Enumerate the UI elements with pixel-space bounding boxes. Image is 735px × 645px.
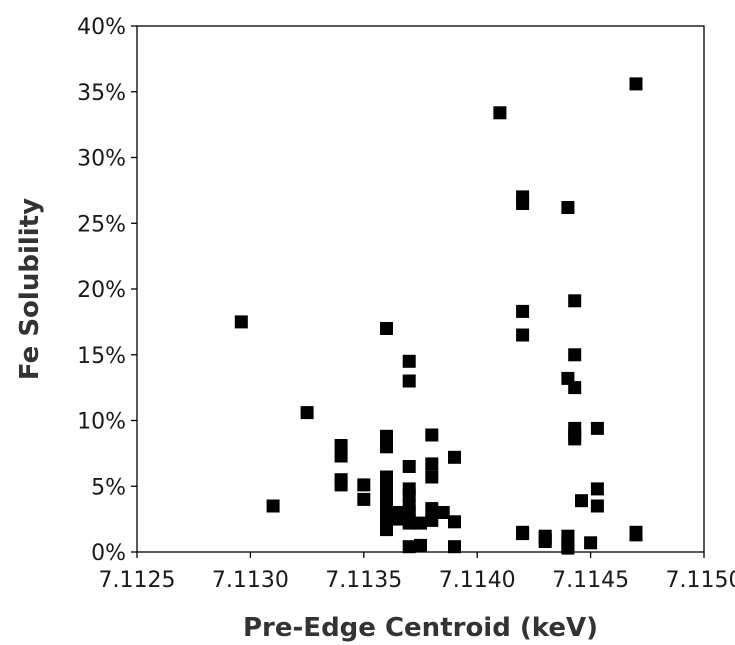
plot-area-frame <box>136 25 705 553</box>
x-tick-label: 7.1135 <box>325 568 402 593</box>
data-point <box>436 506 450 519</box>
data-point <box>568 294 582 308</box>
y-axis-ticks: 0% 5% 10% 15% 20% 25% 30% 35% 40% <box>77 15 137 566</box>
data-point <box>568 381 582 395</box>
y-tick-label: 15% <box>77 344 126 369</box>
data-point <box>516 527 530 541</box>
data-point <box>380 322 393 335</box>
data-point <box>425 457 439 471</box>
x-tick-label: 7.1140 <box>439 568 516 593</box>
y-tick-label: 25% <box>77 212 126 237</box>
data-point <box>425 513 439 527</box>
data-point <box>629 528 643 542</box>
data-point <box>448 515 461 529</box>
data-point <box>448 540 461 554</box>
data-point <box>493 106 507 120</box>
data-point <box>334 439 348 452</box>
x-tick-label: 7.1125 <box>99 568 176 593</box>
y-tick-label: 10% <box>77 410 126 435</box>
data-point <box>380 440 393 454</box>
x-tick-label: 7.1145 <box>552 568 629 593</box>
data-point <box>300 406 314 420</box>
data-points <box>234 77 643 555</box>
x-tick-label: 7.1150 <box>666 568 735 593</box>
data-point <box>590 499 604 513</box>
data-point <box>561 201 575 214</box>
y-tick-label: 35% <box>77 81 126 106</box>
data-point <box>590 482 604 496</box>
data-point <box>402 374 416 388</box>
data-point <box>380 523 393 537</box>
data-point <box>266 499 280 513</box>
x-axis-ticks: 7.1125 7.1130 7.1135 7.1140 7.1145 7.1150 <box>99 552 735 593</box>
data-point <box>568 348 582 362</box>
data-point <box>414 538 427 552</box>
y-tick-label: 30% <box>77 147 126 172</box>
data-point <box>391 512 405 526</box>
data-point <box>380 492 393 506</box>
data-point <box>414 516 427 530</box>
y-tick-label: 5% <box>91 475 126 500</box>
data-point <box>402 489 416 502</box>
y-tick-label: 0% <box>91 541 126 566</box>
data-point <box>334 478 348 492</box>
data-point <box>561 541 575 555</box>
data-point <box>425 428 439 442</box>
data-point <box>575 494 588 508</box>
y-axis-title: Fe Solubility <box>15 198 45 380</box>
data-point <box>629 77 643 91</box>
data-point <box>334 449 348 463</box>
data-point <box>234 315 248 329</box>
data-point <box>402 516 416 530</box>
data-point <box>402 540 416 554</box>
data-point <box>357 478 371 492</box>
y-tick-label: 40% <box>77 15 126 40</box>
data-point <box>402 460 416 473</box>
x-axis-title: Pre-Edge Centroid (keV) <box>243 613 598 643</box>
y-tick-label: 20% <box>77 278 126 303</box>
data-point <box>448 450 461 464</box>
data-point <box>538 535 552 548</box>
data-point <box>516 197 530 210</box>
data-point <box>590 421 604 435</box>
data-point <box>402 354 416 368</box>
data-point <box>584 536 598 550</box>
data-point <box>425 502 439 516</box>
data-point <box>425 470 439 484</box>
data-point <box>568 432 582 446</box>
data-point <box>357 492 371 506</box>
data-point <box>516 328 530 342</box>
data-point <box>516 304 530 318</box>
x-tick-label: 7.1130 <box>212 568 289 593</box>
